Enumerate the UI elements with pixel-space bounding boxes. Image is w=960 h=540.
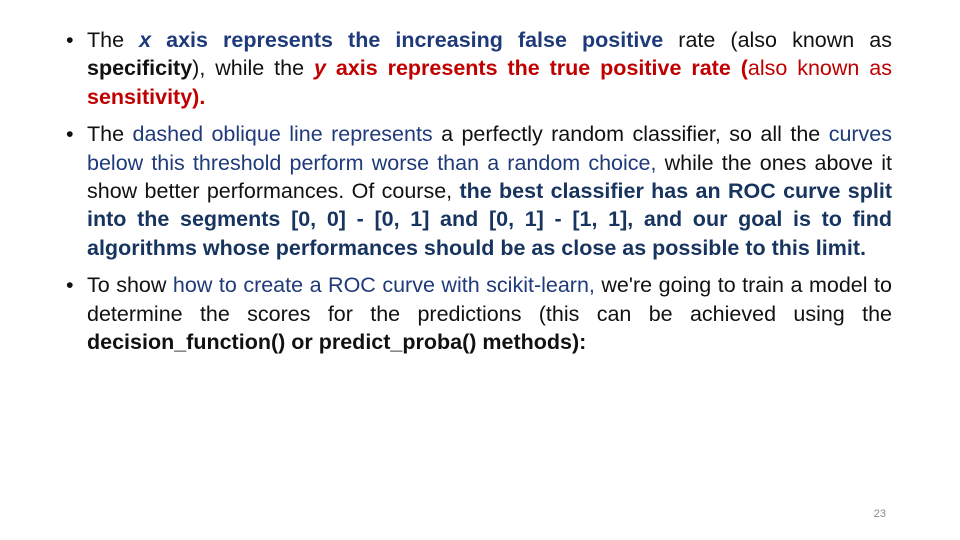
text-run: also known as [747, 56, 892, 81]
text-run: To show [87, 273, 173, 298]
bullet-marker: • [66, 273, 74, 298]
text-run: we're going to train a model to determin… [87, 273, 892, 326]
page-number: 23 [873, 508, 886, 520]
text-run: rate (also known as [663, 28, 892, 52]
text-run: the best classifier has an ROC curve spl… [87, 179, 892, 260]
bullet-item: • The x axis represents the increasing f… [66, 26, 892, 111]
bullet-list: • The x axis represents the increasing f… [66, 26, 892, 365]
text-run: The [87, 122, 133, 147]
text-run: y [313, 56, 326, 81]
text-run: ), while the [192, 56, 314, 81]
text-run: curves below this threshold perform wors… [87, 122, 893, 175]
text-run: axis represents the true positive rate ( [325, 56, 748, 81]
text-run: sensitivity). [87, 84, 206, 109]
text-run: dashed oblique line represents [132, 122, 433, 147]
text-run: while the ones above it show better perf… [87, 150, 892, 204]
text-run: a perfectly random classifier, so all th… [432, 122, 829, 147]
text-run: x [139, 28, 152, 52]
bullet-item: • To show how to create a ROC curve with… [66, 271, 892, 356]
text-run: axis represents the increasing false pos… [151, 28, 664, 52]
text-run: decision_function() or predict_proba() m… [87, 330, 587, 355]
text-run: how to create a ROC curve with scikit-le… [172, 273, 595, 298]
bullet-item: • The dashed oblique line represents a p… [66, 120, 892, 262]
text-run: specificity [87, 56, 193, 81]
bullet-text: The x axis represents the increasing fal… [87, 28, 892, 109]
bullet-text: The dashed oblique line represents a per… [87, 122, 892, 260]
bullet-marker: • [66, 28, 74, 52]
text-run: The [87, 28, 140, 52]
bullet-text: To show how to create a ROC curve with s… [87, 273, 892, 354]
bullet-marker: • [66, 122, 74, 147]
